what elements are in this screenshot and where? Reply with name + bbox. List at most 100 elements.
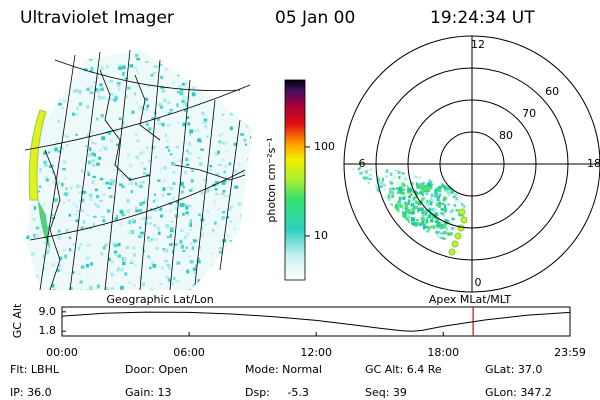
speckle (398, 229, 402, 233)
speckle (171, 161, 175, 166)
speckle (469, 205, 473, 207)
speckle (223, 141, 228, 146)
speckle (412, 227, 415, 230)
speckle (243, 138, 247, 142)
speckle (183, 108, 188, 112)
speckle (159, 63, 163, 66)
speckle (255, 184, 258, 186)
speckle (435, 231, 438, 234)
speckle (192, 86, 195, 90)
speckle (213, 199, 216, 204)
speckle (152, 263, 157, 268)
speckle (217, 150, 220, 154)
speckle (180, 53, 184, 57)
speckle (102, 223, 106, 226)
speckle (107, 98, 110, 101)
speckle (389, 203, 393, 206)
speckle (225, 83, 230, 86)
speckle (32, 217, 36, 222)
speckle (33, 233, 37, 238)
meridian-line (194, 99, 216, 286)
speckle (402, 166, 407, 169)
speckle (189, 129, 194, 134)
speckle (87, 173, 91, 177)
speckle (93, 152, 96, 157)
speckle (182, 186, 185, 189)
speckle (404, 204, 409, 209)
speckle (199, 233, 204, 238)
speckle (364, 176, 369, 180)
speckle (206, 46, 210, 48)
speckle (149, 288, 154, 290)
speckle (171, 81, 175, 85)
speckle (186, 158, 190, 162)
coast-path (99, 69, 151, 181)
speckle (358, 239, 362, 240)
speckle (386, 202, 391, 206)
speckle (27, 88, 32, 92)
speckle (227, 293, 231, 297)
speckle (245, 202, 249, 206)
speckle (93, 215, 97, 218)
speckle (467, 214, 468, 217)
speckle (185, 157, 188, 162)
speckle (411, 200, 416, 204)
speckle (152, 52, 157, 57)
speckle (84, 55, 89, 59)
speckle (170, 227, 174, 231)
speckle (90, 160, 94, 163)
speckle (227, 69, 231, 73)
speckle (366, 199, 370, 204)
speckle (209, 164, 213, 168)
speckle (437, 234, 441, 238)
speckle (200, 71, 204, 75)
speckle (130, 189, 134, 194)
status-field: GLat: 37.0 (485, 363, 542, 376)
speckle (445, 186, 450, 189)
speckle (51, 171, 55, 174)
speckle (26, 245, 28, 249)
speckle (186, 269, 189, 272)
speckle (381, 244, 383, 247)
speckle (428, 180, 433, 184)
speckle (177, 85, 182, 89)
speckle (135, 68, 139, 72)
speckle (116, 143, 119, 146)
speckle (121, 213, 125, 217)
speckle (430, 218, 433, 223)
colorbar: 10 100 photon cm⁻²s⁻¹ (265, 79, 335, 281)
speckle (359, 208, 364, 213)
speckle (182, 95, 185, 98)
speckle (106, 120, 110, 124)
speckle (167, 112, 172, 115)
speckle (48, 149, 53, 152)
map-panel: Geographic Lat/Lon (24, 45, 258, 306)
speckle (127, 153, 130, 157)
speckle (378, 235, 381, 239)
speckle (241, 274, 245, 278)
speckle (445, 227, 449, 232)
speckle (189, 260, 194, 264)
speckle (64, 177, 67, 180)
speckle (438, 171, 441, 176)
speckle (464, 173, 467, 176)
speckle (241, 45, 244, 49)
speckle (187, 204, 192, 208)
speckle (26, 266, 30, 269)
speckle (204, 223, 208, 227)
speckle (376, 239, 381, 240)
speckle (235, 65, 239, 69)
speckle (74, 113, 79, 116)
speckle (216, 272, 219, 277)
speckle (397, 244, 399, 248)
speckle (26, 235, 30, 239)
speckle (423, 242, 425, 245)
speckle (31, 252, 36, 256)
speckle (356, 180, 360, 183)
speckle (169, 229, 174, 233)
speckle (184, 203, 188, 207)
speckle (122, 65, 126, 70)
speckle (104, 146, 108, 151)
speckle (379, 241, 382, 243)
speckle (383, 214, 387, 217)
